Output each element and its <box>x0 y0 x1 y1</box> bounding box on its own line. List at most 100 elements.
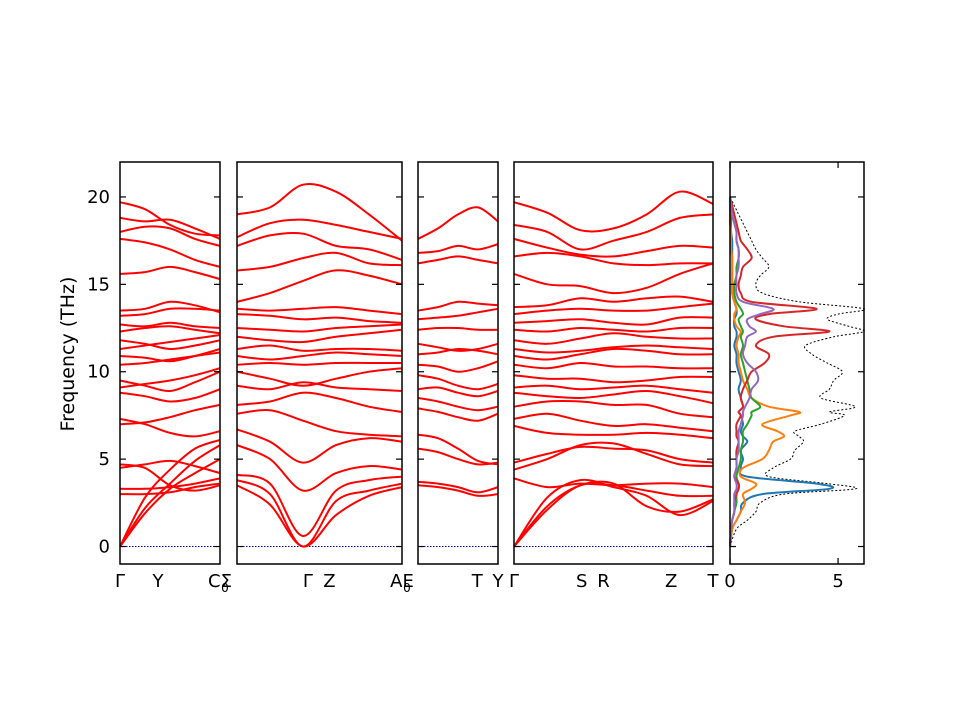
dos-series-line-1 <box>728 197 802 547</box>
band-line-3-11 <box>513 374 714 384</box>
band-line-0-20 <box>119 265 221 281</box>
y-tick-label-2: 10 <box>87 362 110 383</box>
y-tick-label-1: 5 <box>99 449 110 470</box>
band-line-0-13 <box>119 348 221 363</box>
band-line-3-1 <box>513 478 714 548</box>
q-label-0-1: Y <box>152 571 165 592</box>
band-line-3-0 <box>513 480 714 548</box>
band-line-1-14 <box>236 313 403 324</box>
panel-frame-3 <box>513 161 714 565</box>
band-line-1-3 <box>236 444 403 492</box>
band-line-1-0 <box>236 484 403 548</box>
dos-frame <box>729 161 865 565</box>
band-line-3-7 <box>513 412 714 433</box>
band-line-0-21 <box>119 237 221 268</box>
band-line-3-13 <box>513 347 714 361</box>
band-line-1-16 <box>236 269 403 303</box>
band-line-3-21 <box>513 251 714 267</box>
band-line-1-19 <box>236 218 403 240</box>
band-line-0-6 <box>119 463 221 492</box>
band-line-2-7 <box>417 374 499 391</box>
band-line-1-7 <box>236 381 403 392</box>
q-label-3-3: Z <box>665 571 677 592</box>
band-line-0-0 <box>119 438 221 547</box>
band-line-2-12 <box>417 307 499 321</box>
band-line-1-17 <box>236 251 403 272</box>
y-tick-label-3: 15 <box>87 274 110 295</box>
band-line-1-12 <box>236 328 403 344</box>
band-line-0-15 <box>119 339 221 351</box>
q-label-3-4: T <box>707 571 720 592</box>
dos-x-tick-label-0: 0 <box>724 571 735 592</box>
band-line-1-11 <box>236 344 403 352</box>
band-line-0-16 <box>119 325 221 335</box>
band-line-3-15 <box>513 332 714 345</box>
band-line-3-24 <box>513 190 714 233</box>
band-line-2-13 <box>417 300 499 312</box>
band-line-1-1 <box>236 479 403 548</box>
band-line-2-16 <box>417 206 499 240</box>
band-line-1-9 <box>236 361 402 366</box>
band-line-0-2 <box>119 458 221 548</box>
q-label-boundary-1: AE <box>390 571 414 592</box>
band-line-3-19 <box>513 295 714 309</box>
band-line-0-4 <box>119 477 221 490</box>
band-line-0-1 <box>119 444 221 548</box>
q-label-0-0: Γ <box>115 571 125 592</box>
band-line-1-18 <box>236 231 403 261</box>
band-line-3-5 <box>513 445 714 464</box>
dos-series-line-3 <box>729 196 831 547</box>
q-label-3-0: Γ <box>509 571 519 592</box>
band-line-1-4 <box>236 428 403 464</box>
band-line-1-13 <box>236 323 403 333</box>
y-tick-label-4: 20 <box>87 187 110 208</box>
band-line-3-22 <box>513 237 714 258</box>
band-line-0-23 <box>119 216 221 240</box>
y-tick-label-0: 0 <box>99 537 110 558</box>
band-line-2-5 <box>417 397 499 412</box>
band-line-0-22 <box>119 225 221 247</box>
band-line-1-20 <box>236 183 403 242</box>
band-line-3-9 <box>513 389 714 405</box>
band-line-2-9 <box>417 347 499 356</box>
q-label-1-1: Z <box>323 571 335 592</box>
band-line-3-3 <box>513 477 714 489</box>
band-line-0-18 <box>119 307 221 317</box>
band-line-3-18 <box>513 302 714 316</box>
band-line-1-5 <box>236 408 403 438</box>
band-line-3-14 <box>513 344 714 354</box>
dos-x-tick-label-1: 5 <box>832 571 843 592</box>
q-label-1-0: Γ <box>303 571 313 592</box>
band-line-3-10 <box>513 384 714 394</box>
panel-frame-1 <box>236 161 403 565</box>
dos-series-line-4 <box>729 196 775 547</box>
band-line-3-8 <box>513 399 714 419</box>
band-line-2-11 <box>417 326 499 331</box>
band-line-2-14 <box>417 255 499 265</box>
q-label-boundary-sub-1: 0 <box>403 581 411 595</box>
q-label-boundary-0: CΣ <box>208 571 232 592</box>
band-line-1-6 <box>236 391 403 413</box>
band-line-2-4 <box>417 407 499 422</box>
band-line-3-16 <box>513 326 714 333</box>
band-line-0-17 <box>119 321 221 329</box>
band-line-2-2 <box>417 447 499 466</box>
band-line-3-17 <box>513 316 714 326</box>
band-line-0-10 <box>119 367 221 389</box>
band-line-2-1 <box>417 480 499 494</box>
band-line-2-6 <box>417 386 499 398</box>
panel-frame-0 <box>119 161 221 565</box>
q-label-2-1: Y <box>492 571 505 592</box>
q-label-3-2: R <box>597 571 610 592</box>
band-line-1-8 <box>236 367 403 387</box>
y-axis-label: Frequency (THz) <box>57 277 79 432</box>
band-line-1-2 <box>236 473 403 537</box>
q-label-boundary-sub-0: 0 <box>221 581 229 595</box>
band-line-2-8 <box>417 360 499 373</box>
band-line-0-9 <box>119 388 221 403</box>
band-line-2-0 <box>417 484 499 497</box>
band-line-0-24 <box>119 201 221 237</box>
band-line-0-19 <box>119 300 221 314</box>
